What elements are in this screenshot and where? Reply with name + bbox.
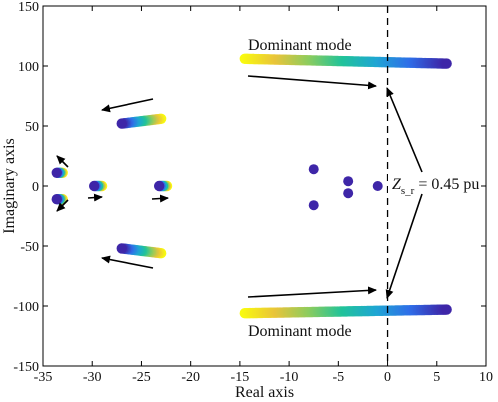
- dominant-mode-lower-label: Dominant mode: [248, 323, 352, 340]
- x-tick-label: -25: [132, 370, 151, 385]
- trajectory-point: [116, 118, 127, 129]
- y-axis-label: Imaginary axis: [1, 138, 18, 234]
- fixed-pole: [308, 200, 319, 211]
- annotation-layer: Dominant mode Dominant mode Zs_r = 0.45 …: [56, 37, 480, 340]
- fixed-pole: [308, 164, 319, 175]
- arrow-z-upper: [386, 87, 423, 173]
- arrow-high-lower: [56, 199, 69, 212]
- x-tick-label: -20: [181, 370, 200, 385]
- arrow-z-lower: [385, 193, 423, 299]
- x-tick-label: 0: [384, 370, 391, 385]
- trajectory-point: [441, 58, 452, 69]
- x-tick-label: 10: [479, 370, 493, 385]
- trajectory-mode-lower: [116, 243, 167, 259]
- trajectory-mode-22: [153, 180, 173, 192]
- fixed-pole: [343, 188, 354, 199]
- pole-layer: [308, 164, 383, 211]
- arrow-high-upper: [56, 155, 69, 168]
- y-tick-label: -100: [13, 300, 39, 315]
- trajectory-mode-high-neg: [51, 194, 68, 205]
- trajectory-point: [153, 180, 165, 192]
- y-tick-label: -150: [13, 360, 39, 375]
- trajectory-point: [88, 180, 100, 192]
- y-tick-label: 0: [32, 180, 39, 195]
- trajectory-layer: [51, 53, 452, 319]
- z-label: Zs_r = 0.45 pu: [392, 176, 479, 197]
- x-tick-label: 5: [433, 370, 440, 385]
- x-tick-label: -10: [280, 370, 299, 385]
- x-tick-label: -30: [83, 370, 102, 385]
- arrow-dominant-upper: [247, 75, 377, 90]
- trajectory-point: [51, 167, 62, 178]
- y-tick-label: 150: [18, 0, 39, 15]
- z-value: = 0.45 pu: [414, 176, 479, 193]
- x-tick-label: -5: [332, 370, 344, 385]
- trajectory-mode-30: [88, 180, 108, 192]
- trajectory-mode-upper: [116, 113, 167, 129]
- z-subscript: s_r: [401, 185, 415, 197]
- y-tick-label: 50: [25, 120, 39, 135]
- trajectory-dominant-lower: [239, 304, 452, 319]
- trajectory-point: [51, 194, 62, 205]
- trajectory-point: [441, 304, 452, 315]
- trajectory-point: [116, 243, 127, 254]
- x-tick-label: -15: [231, 370, 250, 385]
- fixed-pole: [343, 176, 354, 187]
- arrow-mode-upper: [101, 98, 154, 113]
- trajectory-dominant-upper: [239, 53, 452, 69]
- trajectory-mode-high-pos: [51, 167, 68, 178]
- arrow-mode-lower: [101, 255, 154, 269]
- z-symbol: Z: [392, 176, 402, 193]
- fixed-pole: [372, 181, 383, 191]
- x-tick-label: -35: [34, 370, 53, 385]
- arrow-mode-22: [151, 194, 169, 203]
- dominant-mode-upper-label: Dominant mode: [248, 37, 352, 54]
- arrow-dominant-lower: [247, 286, 377, 298]
- arrow-mode-30: [87, 193, 103, 202]
- x-axis-label: Real axis: [235, 384, 294, 401]
- y-tick-label: 100: [18, 60, 39, 75]
- y-tick-label: -50: [20, 240, 39, 255]
- z-label-background: [388, 170, 480, 196]
